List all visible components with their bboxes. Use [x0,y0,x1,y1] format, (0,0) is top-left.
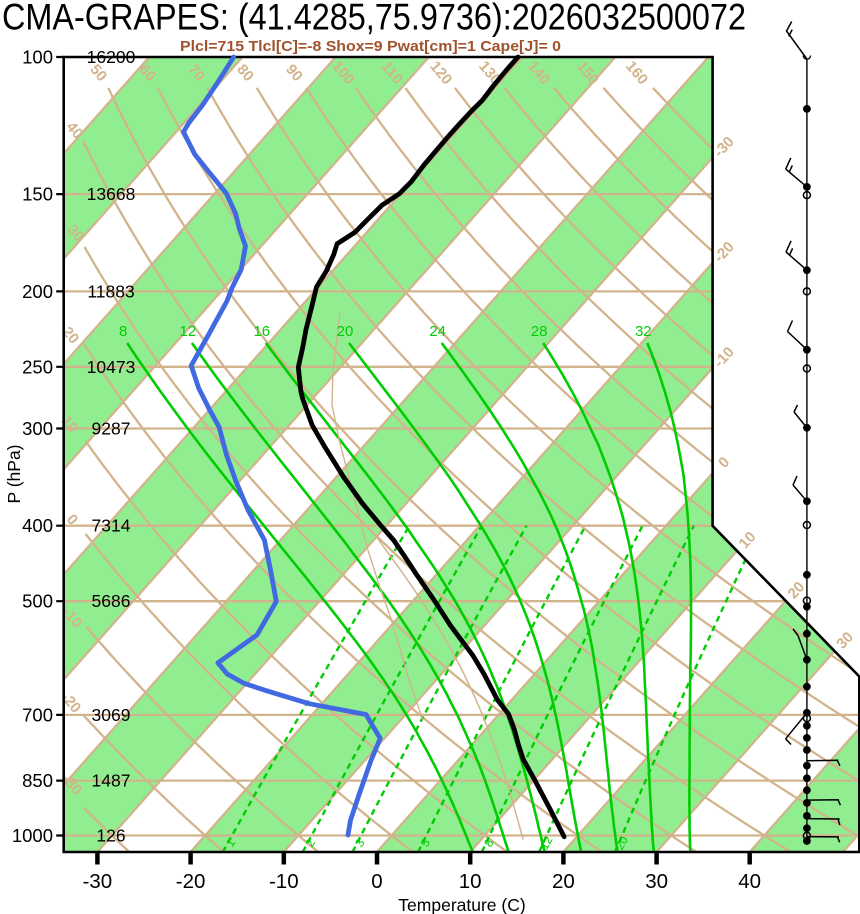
svg-text:300: 300 [22,418,53,439]
svg-text:1000: 1000 [12,825,53,846]
svg-text:10473: 10473 [87,357,136,377]
svg-text:CMA-GRAPES: (41.4285,75.9736):: CMA-GRAPES: (41.4285,75.9736):2026032500… [2,0,746,38]
svg-text:8: 8 [119,323,127,340]
svg-text:16200: 16200 [87,47,136,67]
svg-text:-30: -30 [83,870,113,893]
svg-text:20: 20 [612,833,631,852]
svg-text:0: 0 [371,870,382,893]
svg-text:100: 100 [22,47,53,68]
svg-text:Plcl=715 Tlcl[C]=-8 Shox=9 Pwa: Plcl=715 Tlcl[C]=-8 Shox=9 Pwat[cm]=1 Ca… [180,38,561,55]
svg-text:3069: 3069 [92,705,131,725]
svg-text:20: 20 [552,870,575,893]
svg-text:P (hPa): P (hPa) [4,444,24,503]
svg-text:150: 150 [22,184,53,205]
svg-text:700: 700 [22,704,53,725]
svg-text:Temperature (C): Temperature (C) [398,895,525,914]
svg-text:126: 126 [96,826,125,846]
svg-text:32: 32 [635,323,652,340]
svg-text:28: 28 [531,323,548,340]
svg-text:12: 12 [537,833,556,852]
svg-text:12: 12 [180,323,197,340]
svg-text:10: 10 [459,870,482,893]
svg-text:-10: -10 [269,870,299,893]
svg-text:5686: 5686 [92,591,131,611]
svg-text:500: 500 [22,591,53,612]
svg-text:400: 400 [22,515,53,536]
svg-text:13668: 13668 [87,184,136,204]
svg-text:850: 850 [22,770,53,791]
svg-text:-20: -20 [176,870,206,893]
svg-text:20: 20 [337,323,354,340]
svg-text:1487: 1487 [92,771,131,791]
svg-text:40: 40 [738,870,761,893]
svg-text:9287: 9287 [92,419,131,439]
svg-text:11883: 11883 [87,281,134,301]
svg-text:24: 24 [429,323,446,340]
svg-text:250: 250 [22,356,53,377]
svg-text:16: 16 [253,323,270,340]
svg-text:200: 200 [22,281,53,302]
svg-text:7314: 7314 [92,516,131,536]
svg-text:30: 30 [645,870,668,893]
